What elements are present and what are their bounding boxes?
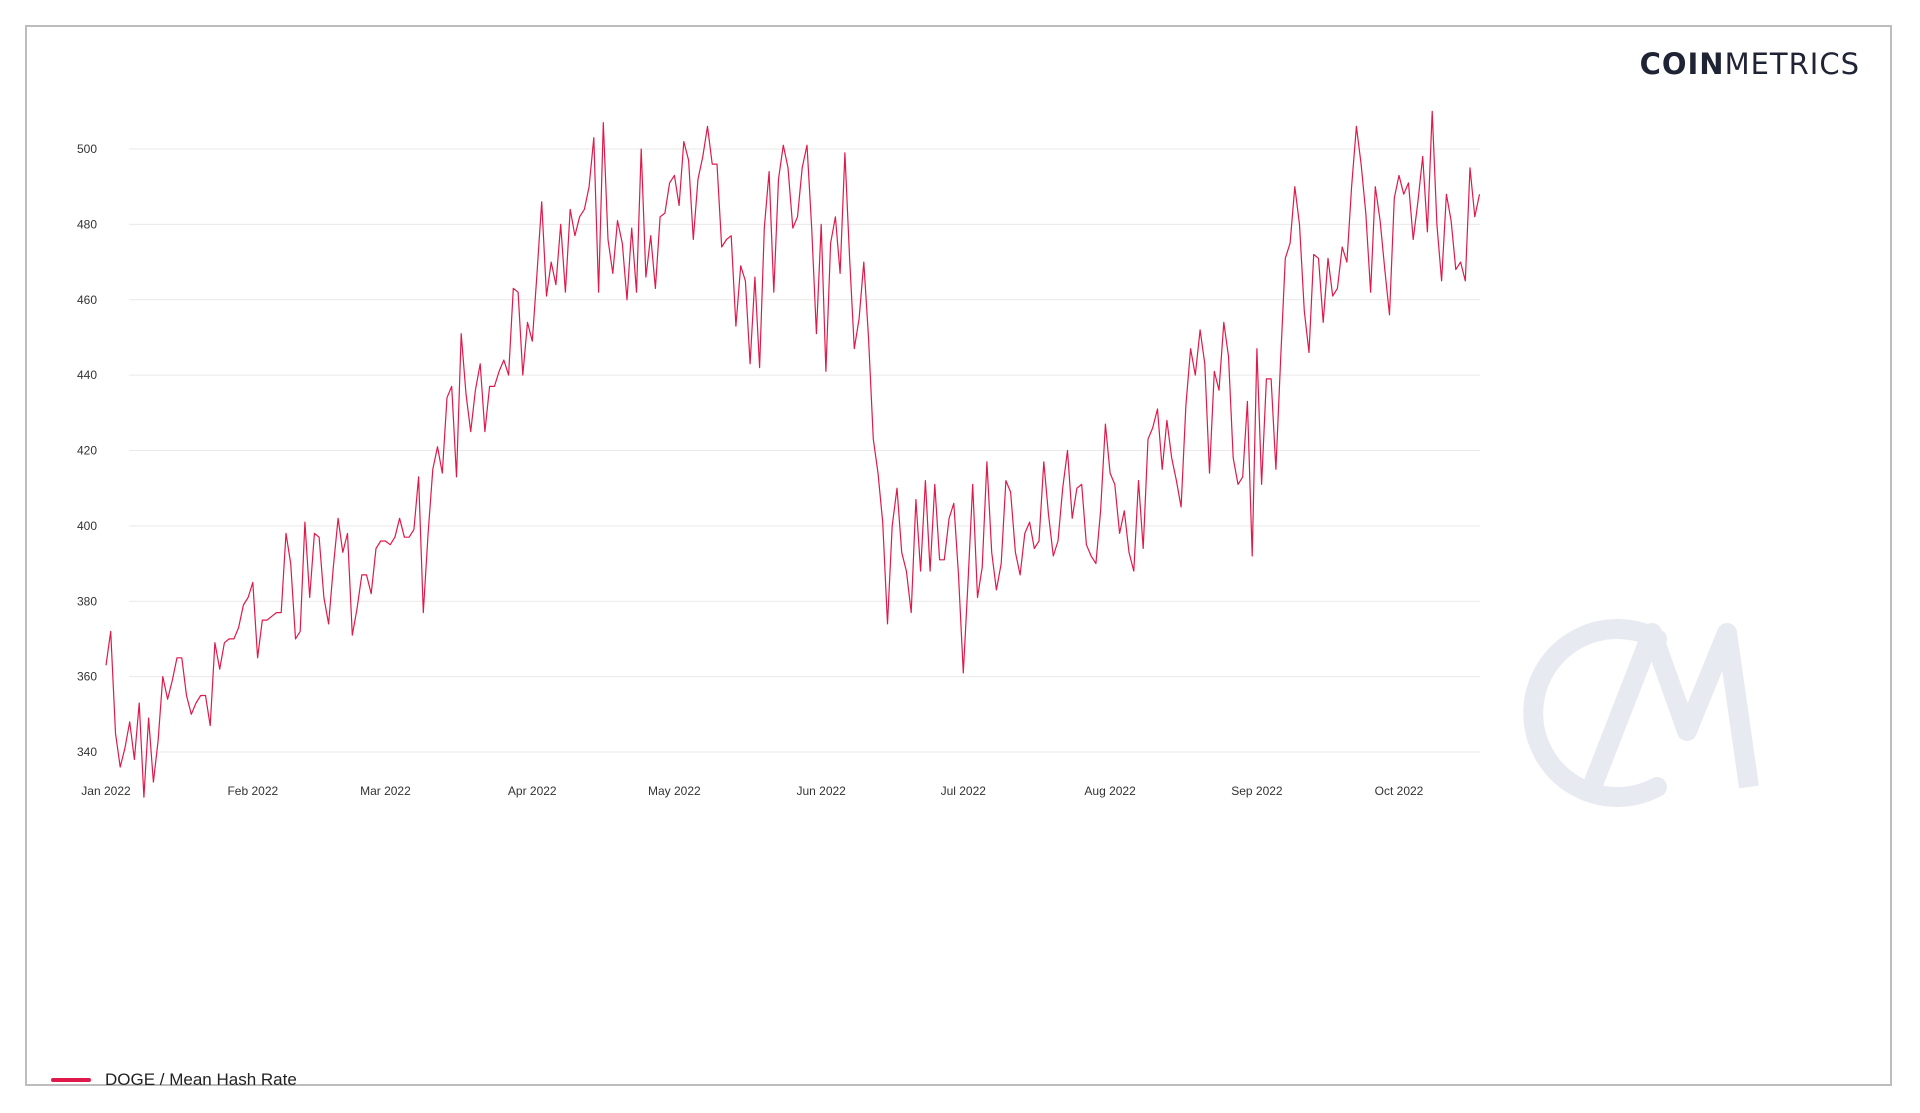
coinmetrics-logo: COINMETRICS: [1640, 47, 1860, 81]
y-tick-label: 500: [77, 142, 97, 156]
legend-swatch: [51, 1078, 91, 1082]
y-tick-label: 400: [77, 519, 97, 533]
x-tick-label: Feb 2022: [227, 784, 278, 798]
y-tick-label: 440: [77, 368, 97, 382]
x-tick-label: Apr 2022: [508, 784, 557, 798]
logo-text-light: METRICS: [1724, 47, 1860, 81]
x-tick-label: Oct 2022: [1375, 784, 1424, 798]
cm-watermark-icon: CM: [27, 27, 1759, 807]
x-tick-label: Jun 2022: [796, 784, 846, 798]
legend-label: DOGE / Mean Hash Rate: [105, 1070, 297, 1089]
chart-plot: CM 340 360 380 400 420 440 460 480 500 Jan 2022 F…: [27, 27, 1759, 807]
y-axis-ticks: 340 360 380 400 420 440 460 480 500: [77, 142, 97, 759]
x-tick-label: May 2022: [648, 784, 701, 798]
x-axis-ticks: Jan 2022 Feb 2022 Mar 2022 Apr 2022 May 2022…: [81, 784, 1423, 798]
y-tick-label: 340: [77, 745, 97, 759]
x-tick-label: Jan 2022: [81, 784, 131, 798]
x-tick-label: Sep 2022: [1231, 784, 1283, 798]
watermark-text: CM: [27, 27, 29, 28]
series-line-doge-mean-hash-rate[interactable]: [105, 110, 1481, 798]
x-tick-label: Jul 2022: [941, 784, 987, 798]
y-tick-label: 380: [77, 594, 97, 608]
series-layer: [105, 110, 1481, 798]
y-tick-label: 360: [77, 670, 97, 684]
x-tick-label: Mar 2022: [360, 784, 411, 798]
y-tick-label: 480: [77, 217, 97, 231]
x-tick-label: Aug 2022: [1084, 784, 1136, 798]
y-tick-label: 460: [77, 293, 97, 307]
chart-frame: COINMETRICS CM 340 360 380 400 420 440 460 480 5…: [25, 25, 1892, 1089]
gridlines: [129, 148, 1480, 753]
y-tick-label: 420: [77, 444, 97, 458]
legend[interactable]: DOGE / Mean Hash Rate: [51, 1070, 297, 1090]
logo-text-bold: COIN: [1639, 47, 1725, 81]
